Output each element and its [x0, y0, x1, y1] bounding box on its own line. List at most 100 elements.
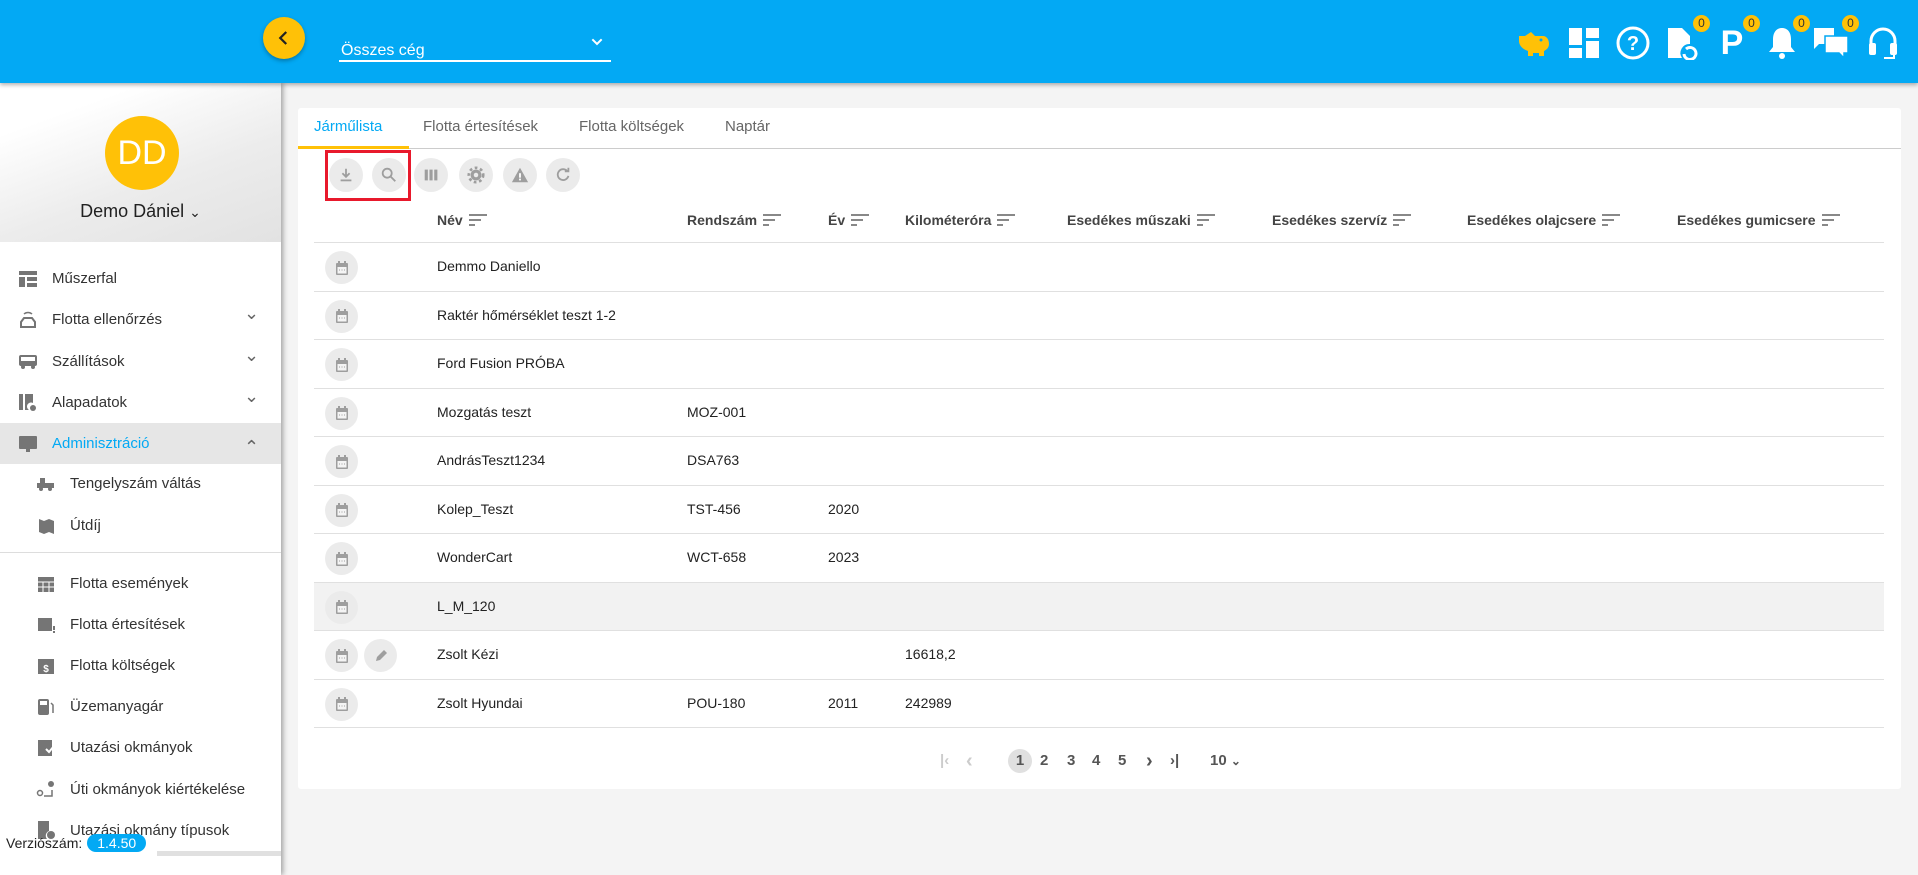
page-3-button[interactable]: 3: [1067, 752, 1076, 769]
column-header[interactable]: Név: [437, 212, 487, 228]
avatar[interactable]: DD: [105, 116, 179, 190]
column-header-label: Esedékes olajcsere: [1467, 212, 1597, 228]
sidebar-item-3[interactable]: Alapadatok ⌄: [0, 382, 281, 423]
search-button[interactable]: [372, 158, 406, 192]
sidebar-scrollbar[interactable]: [157, 851, 281, 856]
table-row[interactable]: Ford Fusion PRÓBA: [314, 339, 1884, 388]
column-header[interactable]: Kilométeróra: [905, 212, 1016, 228]
calendar-button[interactable]: [325, 687, 358, 721]
column-header[interactable]: Esedékes műszaki: [1067, 212, 1215, 228]
table-row[interactable]: AndrásTeszt1234 DSA763: [314, 436, 1884, 485]
page-5-button[interactable]: 5: [1118, 752, 1127, 769]
sidebar-item-4[interactable]: Adminisztráció ⌃: [0, 423, 281, 465]
sidebar-item-label: Tengelyszám váltás: [70, 475, 201, 492]
sidebar-item-label: Utazási okmányok: [70, 739, 193, 757]
table-row[interactable]: Demmo Daniello: [314, 242, 1884, 291]
sidebar-item-bottom-1[interactable]: Flotta értesítések: [0, 604, 281, 645]
page-1-button[interactable]: 1: [1008, 749, 1032, 773]
warning-button[interactable]: [503, 158, 537, 192]
tab-naptar[interactable]: Naptár: [725, 118, 771, 135]
refresh-button[interactable]: [546, 158, 580, 192]
last-page-button[interactable]: ›|: [1170, 752, 1180, 769]
sidebar-item-1[interactable]: Flotta ellenőrzés ⌄: [0, 299, 281, 340]
sidebar-item-0[interactable]: Műszerfal: [0, 258, 281, 299]
calendar-grid-icon: [38, 576, 54, 592]
sidebar: DD Demo Dániel ⌄ Műszerfal Flotta ellenőr…: [0, 83, 281, 875]
sort-icon: [851, 214, 870, 226]
table-row[interactable]: Raktér hőmérséklet teszt 1-2: [314, 290, 1884, 340]
sidebar-item-label: Műszerfal: [52, 270, 118, 287]
parking-icon: P: [1720, 23, 1744, 62]
company-select[interactable]: Összes cég: [339, 34, 611, 62]
table-row[interactable]: Kolep_Teszt TST-456 2020: [314, 484, 1884, 534]
version-label: Verziószám:: [6, 835, 83, 851]
dashboard-button[interactable]: [1566, 25, 1602, 61]
table-row[interactable]: Mozgatás teszt MOZ-001: [314, 387, 1884, 437]
user-menu[interactable]: Demo Dániel ⌄: [0, 201, 281, 222]
calendar-button[interactable]: [325, 445, 358, 478]
chat-icon: [1814, 28, 1849, 60]
calendar-button[interactable]: [325, 396, 358, 430]
sidebar-item-bottom-3[interactable]: Üzemanyagár: [0, 686, 281, 727]
calendar-button[interactable]: [325, 348, 358, 381]
column-header[interactable]: Esedékes olajcsere: [1467, 212, 1621, 228]
column-header-label: Rendszám: [687, 212, 758, 228]
column-header-label: Év: [828, 212, 846, 228]
sidebar-subitem-1[interactable]: Útdíj: [0, 505, 281, 546]
page-4-button[interactable]: 4: [1092, 752, 1101, 769]
table-row[interactable]: Zsolt Kézi 16618,2: [314, 630, 1884, 679]
sidebar-item-bottom-0[interactable]: Flotta események: [0, 563, 281, 604]
support-button[interactable]: [1865, 25, 1901, 61]
notifications-button[interactable]: 0: [1764, 15, 1810, 61]
tab-jarmulista[interactable]: Járműlista: [314, 118, 383, 135]
calendar-button[interactable]: [325, 590, 358, 624]
calendar-icon: [335, 551, 348, 566]
document-sync-button[interactable]: 0: [1664, 15, 1710, 61]
sidebar-subitem-0[interactable]: Tengelyszám váltás: [0, 463, 281, 504]
piggy-bank-button[interactable]: [1515, 25, 1551, 61]
calendar-button[interactable]: [325, 639, 358, 672]
download-button[interactable]: [329, 158, 363, 192]
help-button[interactable]: ?: [1615, 25, 1651, 61]
column-header-label: Esedékes műszaki: [1067, 212, 1191, 228]
first-page-button[interactable]: |‹: [940, 752, 950, 769]
column-header[interactable]: Esedékes gumicsere: [1677, 212, 1840, 228]
collapse-sidebar-button[interactable]: [263, 17, 305, 59]
edit-button[interactable]: [364, 639, 397, 672]
prev-page-button[interactable]: ‹: [966, 750, 973, 772]
gear-button[interactable]: [459, 158, 493, 192]
column-header-label: Esedékes gumicsere: [1677, 212, 1816, 228]
search-icon: [381, 167, 396, 182]
route-icon: [36, 781, 54, 797]
column-header[interactable]: Esedékes szervíz: [1272, 212, 1412, 228]
sidebar-item-bottom-2[interactable]: $ Flotta költségek: [0, 645, 281, 686]
column-header[interactable]: Rendszám: [687, 212, 782, 228]
table-row[interactable]: L_M_120: [314, 581, 1884, 631]
calendar-button[interactable]: [325, 251, 358, 284]
calendar-button[interactable]: [325, 299, 358, 333]
calendar-icon: [335, 406, 348, 420]
sidebar-item-2[interactable]: Szállítások ⌄: [0, 341, 281, 382]
dashboard-icon: [1569, 28, 1599, 58]
car-signal-icon: [20, 311, 36, 328]
tab-flotta-ertesitesek[interactable]: Flotta értesítések: [423, 118, 539, 135]
page-size-select[interactable]: 10 ⌄: [1210, 749, 1241, 773]
calendar-button[interactable]: [325, 542, 358, 575]
columns-button[interactable]: [414, 158, 448, 192]
tab-flotta-koltsegek[interactable]: Flotta költségek: [579, 118, 685, 135]
messages-button[interactable]: 0: [1813, 15, 1859, 61]
table-row[interactable]: WonderCart WCT-658 2023: [314, 533, 1884, 582]
documents-badge: 0: [1693, 15, 1710, 32]
calendar-icon: [335, 503, 348, 517]
column-header[interactable]: Év: [828, 212, 870, 228]
next-page-button[interactable]: ›: [1146, 750, 1153, 772]
sidebar-item-bottom-4[interactable]: Utazási okmányok: [0, 727, 281, 768]
sidebar-item-label: Útdíj: [70, 517, 101, 534]
calendar-button[interactable]: [325, 493, 358, 527]
sort-icon: [1393, 214, 1412, 226]
sidebar-item-bottom-5[interactable]: Úti okmányok kiértékelése: [0, 769, 281, 810]
page-2-button[interactable]: 2: [1040, 752, 1049, 769]
sidebar-item-label: Flotta ellenőrzés: [52, 311, 163, 329]
table-row[interactable]: Zsolt Hyundai POU-180 2011 242989: [314, 678, 1884, 728]
